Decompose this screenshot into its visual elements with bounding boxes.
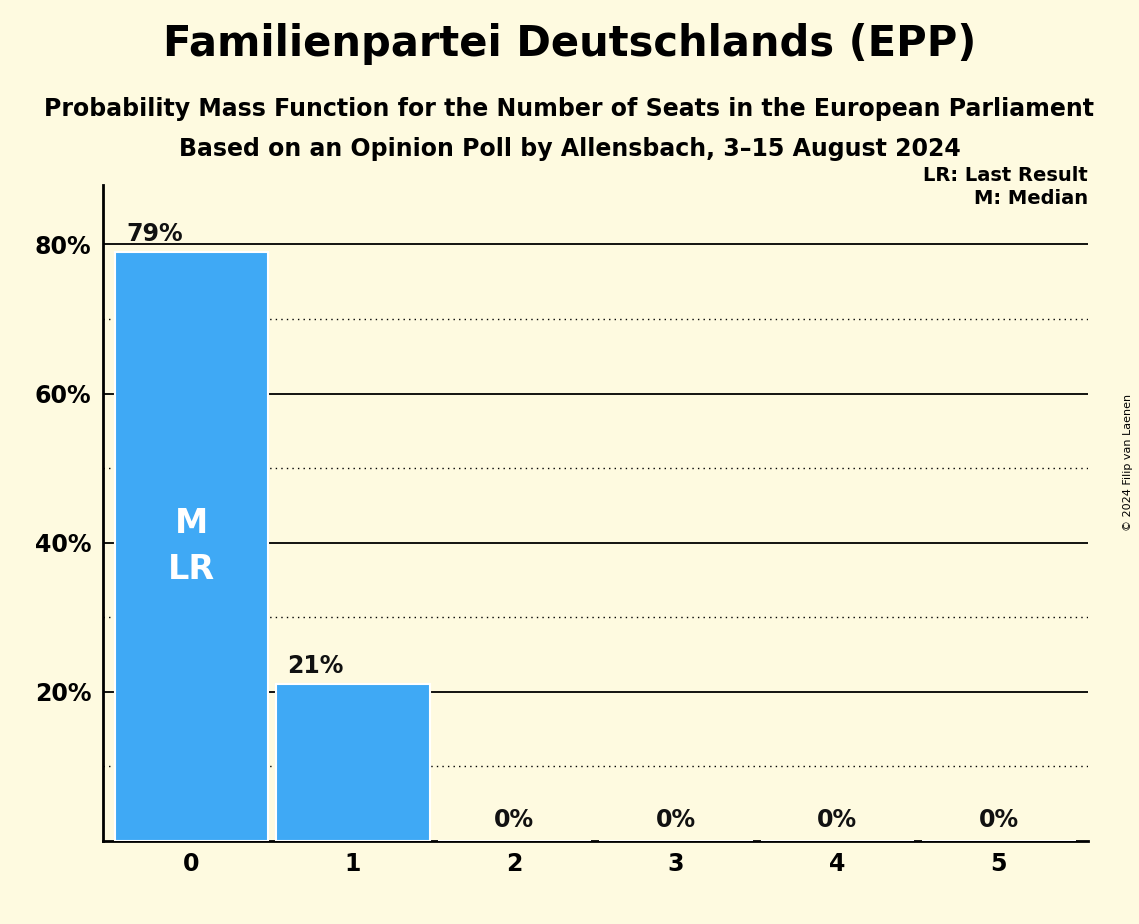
Text: 0%: 0% <box>978 808 1019 832</box>
Text: 21%: 21% <box>287 654 344 678</box>
Bar <box>115 252 268 841</box>
Text: © 2024 Filip van Laenen: © 2024 Filip van Laenen <box>1123 394 1133 530</box>
Text: M: Median: M: Median <box>974 188 1088 208</box>
Text: 0%: 0% <box>656 808 696 832</box>
Text: M
LR: M LR <box>167 507 215 586</box>
Text: Based on an Opinion Poll by Allensbach, 3–15 August 2024: Based on an Opinion Poll by Allensbach, … <box>179 137 960 161</box>
Bar <box>276 685 429 841</box>
Text: 79%: 79% <box>126 222 182 246</box>
Text: Probability Mass Function for the Number of Seats in the European Parliament: Probability Mass Function for the Number… <box>44 97 1095 121</box>
Text: 0%: 0% <box>494 808 534 832</box>
Text: Familienpartei Deutschlands (EPP): Familienpartei Deutschlands (EPP) <box>163 23 976 65</box>
Text: 0%: 0% <box>818 808 858 832</box>
Text: LR: Last Result: LR: Last Result <box>923 165 1088 185</box>
